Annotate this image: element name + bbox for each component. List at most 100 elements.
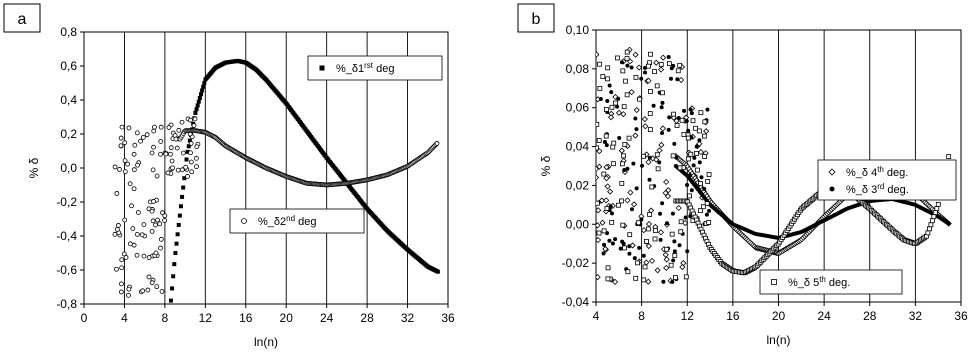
data-point	[679, 117, 685, 123]
data-point	[602, 245, 609, 253]
data-point	[637, 245, 642, 250]
legend-marker	[828, 168, 836, 176]
data-point	[706, 220, 712, 225]
x-tick-label: 20	[772, 309, 786, 323]
data-point	[678, 229, 684, 235]
data-point	[135, 162, 140, 168]
data-point	[140, 288, 146, 294]
data-point	[688, 214, 693, 219]
legend-box	[307, 55, 443, 81]
data-point	[660, 90, 665, 96]
data-point	[668, 76, 673, 81]
data-point	[678, 219, 684, 225]
data-point	[180, 150, 186, 156]
data-point	[171, 274, 176, 279]
data-point	[119, 281, 124, 287]
data-point	[672, 253, 678, 258]
data-point	[131, 151, 137, 157]
data-point	[609, 211, 614, 216]
data-point	[670, 279, 675, 284]
data-point	[603, 107, 609, 112]
data-point	[123, 255, 129, 260]
y-tick-label: 0,00	[566, 217, 590, 231]
data-point	[685, 249, 690, 254]
data-point	[647, 111, 653, 116]
data-point	[675, 204, 682, 212]
data-point	[672, 239, 677, 244]
data-point	[153, 250, 159, 256]
data-point	[154, 284, 160, 290]
x-tick-label: 32	[909, 309, 923, 323]
data-point	[695, 167, 700, 173]
data-point	[131, 167, 137, 173]
data-point	[652, 69, 657, 75]
data-point	[668, 262, 674, 268]
data-point	[622, 245, 627, 251]
data-point	[434, 141, 440, 146]
data-point	[672, 249, 677, 254]
data-point	[149, 280, 155, 286]
series-2	[112, 116, 440, 298]
data-point	[607, 188, 614, 195]
data-point	[646, 63, 651, 69]
data-point	[673, 275, 678, 280]
data-point	[119, 257, 125, 263]
data-point	[129, 203, 134, 209]
data-point	[702, 119, 708, 125]
data-point	[596, 207, 602, 214]
data-point	[665, 187, 672, 194]
data-point	[596, 138, 602, 143]
data-point	[641, 277, 647, 283]
data-point	[629, 242, 636, 249]
data-point	[635, 260, 640, 266]
data-point	[114, 226, 120, 232]
data-point	[647, 212, 653, 217]
data-point	[685, 182, 690, 187]
legend-marker	[241, 218, 247, 224]
x-tick-label: 28	[863, 309, 877, 323]
data-point	[934, 206, 940, 211]
data-point	[151, 199, 156, 204]
data-point	[663, 178, 670, 186]
data-point	[112, 231, 118, 237]
data-point	[191, 123, 197, 128]
data-point	[605, 265, 611, 271]
data-point	[660, 130, 665, 135]
data-point	[645, 77, 652, 84]
legend-label: %_δ 5th deg.	[788, 275, 850, 289]
data-point	[697, 149, 705, 156]
data-point	[624, 56, 630, 62]
data-point	[664, 221, 669, 226]
data-point	[162, 213, 168, 219]
legend-label: %_δ2nd deg	[258, 214, 316, 228]
y-tick-label: 0,2	[60, 127, 77, 141]
data-point	[705, 107, 710, 112]
x-tick-label: 24	[320, 311, 334, 325]
data-point	[670, 153, 676, 159]
data-point	[683, 215, 688, 220]
data-point	[166, 125, 172, 130]
data-point	[704, 201, 710, 206]
data-point	[609, 104, 615, 110]
data-point	[620, 222, 626, 228]
data-point	[681, 132, 687, 137]
data-point	[150, 167, 156, 173]
data-point	[622, 167, 627, 172]
y-tick-label: 0,10	[566, 23, 590, 37]
data-point	[685, 156, 691, 162]
y-axis-label: % δ	[539, 155, 553, 176]
data-point	[158, 139, 164, 144]
data-point	[627, 244, 632, 249]
data-point	[152, 124, 157, 130]
data-point	[177, 213, 182, 218]
data-point	[929, 218, 935, 224]
data-point	[197, 95, 202, 100]
data-point	[684, 119, 689, 124]
data-point	[636, 64, 643, 71]
data-point	[608, 204, 613, 209]
x-tick-label: 8	[638, 309, 645, 323]
data-point	[660, 100, 665, 105]
data-point	[145, 287, 151, 293]
data-point	[182, 176, 187, 181]
data-point	[163, 151, 169, 157]
